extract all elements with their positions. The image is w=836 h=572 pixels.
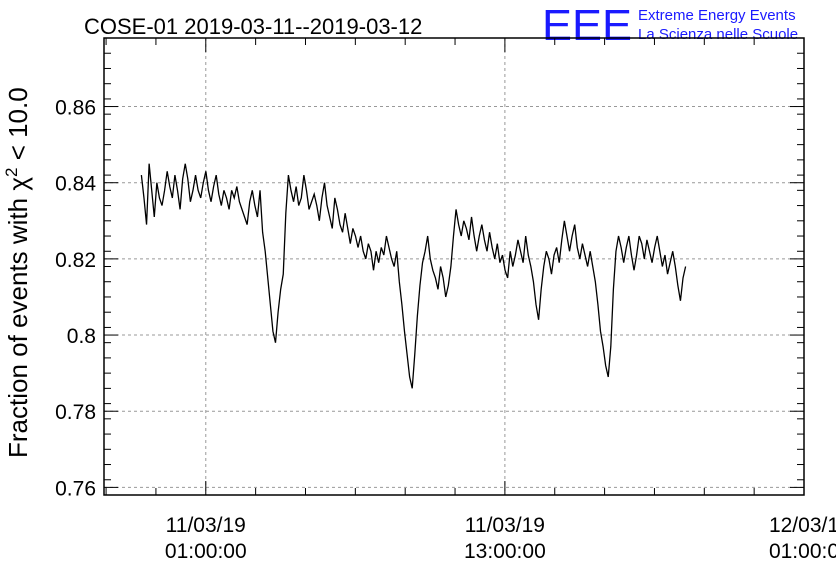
y-tick-label: 0.8 (67, 325, 96, 348)
y-tick-label: 0.86 (55, 97, 96, 120)
x-tick-label-date: 11/03/19 (465, 514, 545, 537)
y-axis-label: Fraction of events with χ2 < 10.0 (2, 87, 33, 458)
brand-logo-group: EEE Extreme Energy Events La Scienza nel… (542, 1, 798, 50)
y-tick-label: 0.82 (55, 249, 96, 272)
plot-area (140, 163, 687, 389)
y-tick-label: 0.76 (55, 477, 96, 500)
brand-line-2: La Scienza nelle Scuole (638, 26, 798, 43)
grid (104, 38, 805, 495)
x-tick-label-time: 01:00:0 (769, 540, 836, 563)
x-tick-label-time: 01:00:00 (165, 540, 247, 563)
x-axis: 11/03/19 01:00:00 11/03/19 13:00:00 12/03/1 0… (105, 38, 836, 563)
y-tick-label: 0.78 (55, 401, 96, 424)
eee-logo: EEE (542, 1, 632, 50)
x-tick-label-date: 11/03/19 (166, 514, 246, 537)
series-line (140, 163, 687, 389)
y-axis: 0.76 0.78 0.8 0.82 0.84 0.86 (55, 52, 804, 500)
x-tick-label-time: 13:00:00 (464, 540, 546, 563)
y-tick-label: 0.84 (55, 173, 96, 196)
chart-title: COSE-01 2019-03-11--2019-03-12 (84, 14, 422, 39)
x-tick-label-date: 12/03/1 (769, 514, 836, 537)
brand-line-1: Extreme Energy Events (638, 7, 796, 24)
